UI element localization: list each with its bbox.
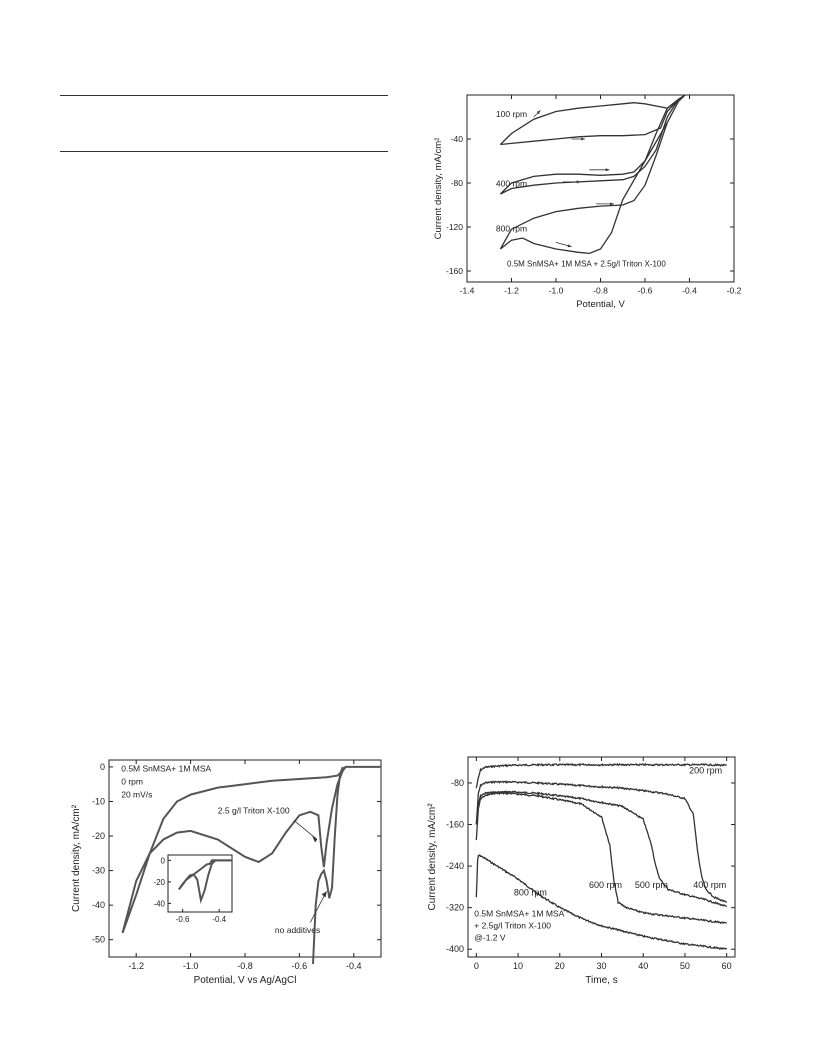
series-label: 200 rpm: [689, 766, 722, 776]
cv-curve-3: [499, 94, 686, 255]
y-tick-label: -160: [446, 820, 464, 830]
inset-y-tick-label: 0: [161, 856, 166, 865]
y-tick-label: 0: [100, 762, 105, 772]
table-top-rule: [60, 95, 388, 96]
x-tick-label: 50: [680, 961, 690, 971]
y-tick-label: -20: [92, 831, 105, 841]
y-tick-label: -40: [92, 900, 105, 910]
scan-arrowhead: [576, 180, 581, 184]
legend-line: 0.5M SnMSA+ 1M MSA: [121, 764, 211, 774]
ca-curve-1: [475, 762, 727, 789]
x-tick-label: -1.4: [460, 286, 475, 296]
legend-line: + 2.5g/l Triton X-100: [474, 920, 551, 930]
y-tick-label: -160: [446, 266, 463, 276]
x-tick-label: 60: [722, 961, 732, 971]
inset-y-tick-label: -40: [153, 899, 165, 908]
legend-line: 20 mV/s: [121, 790, 152, 800]
y-axis-label: Current density, mA/cm²: [433, 138, 444, 240]
scan-arrowhead: [605, 168, 610, 172]
curve-label: no additives: [275, 925, 320, 935]
inset-x-tick-label: -0.6: [176, 915, 190, 924]
inset-y-tick-label: -20: [153, 878, 165, 887]
scan-arrowhead: [567, 244, 572, 248]
y-axis-label: Current density, mA/cm²: [71, 804, 82, 912]
x-tick-label: -0.8: [593, 286, 608, 296]
ca-curve-2: [475, 780, 728, 903]
ca-curve-4: [475, 791, 727, 925]
inset-frame: [167, 854, 233, 913]
table-bottom-rule: [60, 151, 388, 152]
y-tick-label: -80: [451, 778, 464, 788]
scan-arrowhead: [610, 202, 614, 206]
x-tick-label: -0.2: [727, 286, 742, 296]
cv-additive-curve-2: [121, 766, 347, 934]
series-label: 100 rpm: [496, 109, 527, 119]
ca-curve-3: [475, 790, 728, 908]
x-tick-label: -1.0: [183, 961, 199, 971]
x-tick-label: 40: [638, 961, 648, 971]
y-tick-label: -120: [446, 222, 463, 232]
x-tick-label: -0.6: [292, 961, 308, 971]
label-arrow: [293, 820, 318, 840]
x-tick-label: -1.2: [128, 961, 144, 971]
series-label: 400 rpm: [693, 880, 726, 890]
x-tick-label: -1.0: [549, 286, 564, 296]
legend-line: 0 rpm: [121, 777, 143, 787]
scan-arrowhead: [581, 137, 585, 141]
x-tick-label: -1.2: [504, 286, 519, 296]
x-tick-label: 20: [555, 961, 565, 971]
x-axis-label: Potential, V: [576, 299, 625, 310]
x-tick-label: 30: [596, 961, 606, 971]
scan-arrowhead: [536, 110, 541, 115]
label-arrow: [309, 891, 327, 923]
series-label: 800 rpm: [514, 888, 547, 898]
x-tick-label: 10: [513, 961, 523, 971]
x-tick-label: -0.4: [682, 286, 697, 296]
label-arrowhead: [321, 891, 327, 898]
y-tick-label: -30: [92, 866, 105, 876]
inset-x-tick-label: -0.4: [212, 915, 226, 924]
series-label: 600 rpm: [589, 880, 622, 890]
legend-line: 0.5M SnMSA+ 1M MSA: [474, 908, 564, 918]
y-tick-label: -320: [446, 903, 464, 913]
x-tick-label: -0.4: [346, 961, 362, 971]
curve-label: 2.5 g/l Triton X-100: [218, 806, 290, 816]
y-tick-label: -10: [92, 796, 105, 806]
y-tick-label: -50: [92, 935, 105, 945]
cv-additive-curve-3: [312, 766, 344, 964]
ca-curve-5: [475, 853, 728, 951]
chart-annotation: 0.5M SnMSA+ 1M MSA + 2.5g/l Triton X-100: [507, 260, 666, 269]
series-label: 800 rpm: [496, 223, 527, 233]
legend-line: @-1.2 V: [474, 932, 506, 942]
y-tick-label: -400: [446, 944, 464, 954]
x-tick-label: -0.6: [638, 286, 653, 296]
y-axis-label: Current density, mA/cm²: [427, 803, 438, 911]
y-tick-label: -40: [451, 134, 464, 144]
series-label: 500 rpm: [635, 880, 668, 890]
x-tick-label: 0: [474, 961, 479, 971]
y-tick-label: -240: [446, 861, 464, 871]
cv-additive-curve-1: [121, 765, 381, 934]
label-arrowhead: [312, 835, 318, 843]
x-tick-label: -0.8: [237, 961, 253, 971]
x-axis-label: Time, s: [585, 975, 617, 986]
series-label: 400 rpm: [496, 178, 527, 188]
y-tick-label: -80: [451, 178, 464, 188]
x-axis-label: Potential, V vs Ag/AgCl: [194, 975, 297, 986]
